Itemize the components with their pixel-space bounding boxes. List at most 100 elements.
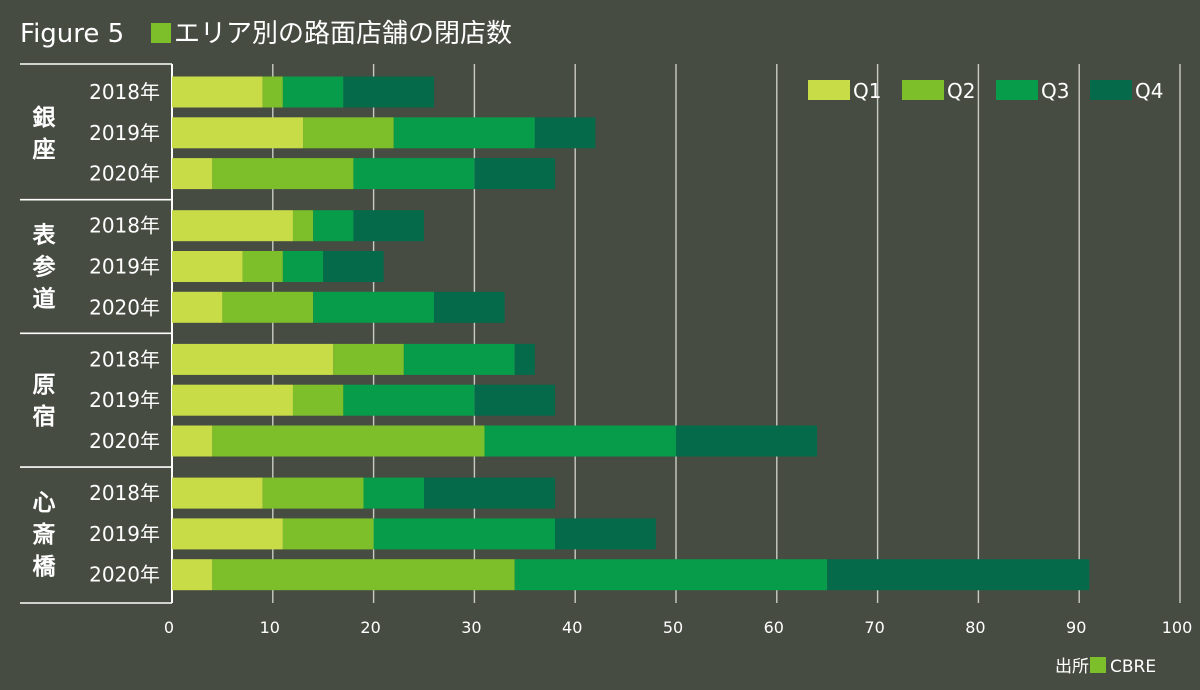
x-tick-label: 30 <box>461 618 481 637</box>
area-label-char: 参 <box>33 254 56 281</box>
year-label: 2020年 <box>89 429 160 453</box>
bar-segment <box>172 251 243 282</box>
year-label: 2018年 <box>89 80 160 104</box>
bar-segment <box>313 210 354 242</box>
legend-swatch <box>996 80 1038 100</box>
legend: Q1 Q2 Q3 Q4 <box>808 79 1163 103</box>
x-tick-label: 40 <box>562 618 582 637</box>
year-label: 2018年 <box>89 481 160 505</box>
year-label: 2018年 <box>89 214 160 238</box>
bars <box>172 76 1090 591</box>
bar-segment <box>373 518 556 550</box>
source-marker <box>1090 657 1106 673</box>
area-label-char: 宿 <box>33 403 56 430</box>
x-tick-label: 90 <box>1066 618 1086 637</box>
bar-segment <box>534 117 596 149</box>
legend-swatch <box>1090 80 1132 100</box>
area-label-char: 座 <box>33 136 56 163</box>
bar-segment <box>172 518 283 550</box>
bar-segment <box>262 76 283 108</box>
year-label: 2020年 <box>89 295 160 319</box>
bar-segment <box>172 425 213 457</box>
bar-segment <box>514 343 535 375</box>
bar-segment <box>323 251 384 282</box>
source-label: 出所 <box>1055 657 1089 677</box>
row-labels: 2018年2019年2020年銀座2018年2019年2020年表参道2018年… <box>33 80 161 587</box>
area-label-char: 表 <box>33 223 57 249</box>
bar-segment <box>282 251 324 282</box>
area-label-char: 銀 <box>33 104 56 131</box>
x-axis-ticks: 0 10 20 30 40 50 60 70 80 90 100 <box>164 618 1192 637</box>
title-marker <box>151 23 171 43</box>
bar-segment <box>343 76 435 108</box>
legend-label: Q2 <box>947 79 975 103</box>
area-label-char: 原 <box>33 372 56 398</box>
bar-segment <box>212 559 515 591</box>
bar-segment <box>343 384 475 416</box>
year-label: 2019年 <box>89 121 160 145</box>
bar-segment <box>424 477 556 509</box>
bar-segment <box>303 117 394 149</box>
legend-label: Q4 <box>1135 79 1163 103</box>
bar-segment <box>242 251 283 282</box>
bar-segment <box>172 117 304 149</box>
bar-segment <box>353 210 424 242</box>
x-tick-label: 0 <box>164 618 174 637</box>
bar-segment <box>172 343 334 375</box>
area-label-char: 橋 <box>33 554 57 580</box>
source-org: CBRE <box>1110 657 1156 677</box>
bar-segment <box>172 559 213 591</box>
year-label: 2020年 <box>89 162 160 186</box>
bar-segment <box>172 158 213 190</box>
x-tick-label: 10 <box>260 618 280 637</box>
year-label: 2019年 <box>89 388 160 412</box>
year-label: 2019年 <box>89 522 160 546</box>
bar-segment <box>172 477 263 509</box>
x-tick-label: 20 <box>360 618 380 637</box>
bar-segment <box>403 343 515 375</box>
legend-swatch <box>902 80 944 100</box>
year-label: 2018年 <box>89 347 160 371</box>
bar-segment <box>172 384 293 416</box>
x-tick-label: 100 <box>1162 618 1193 637</box>
legend-label: Q1 <box>853 79 881 103</box>
bar-segment <box>262 477 364 509</box>
bar-segment <box>514 559 828 591</box>
bar-segment <box>292 210 314 242</box>
bar-segment <box>172 210 293 242</box>
chart-subtitle: エリア別の路面店舗の閉店数 <box>174 19 512 49</box>
x-tick-label: 80 <box>965 618 985 637</box>
bar-segment <box>222 291 314 323</box>
bar-segment <box>393 117 535 149</box>
area-label-char: 斎 <box>33 521 56 548</box>
bar-segment <box>676 425 818 457</box>
bar-segment <box>827 559 1090 591</box>
bar-segment <box>282 518 374 550</box>
bar-segment <box>172 291 223 323</box>
bar-segment <box>474 158 556 190</box>
area-label-char: 道 <box>33 286 56 313</box>
bar-segment <box>172 76 263 108</box>
legend-swatch <box>808 80 850 100</box>
bar-segment <box>292 384 344 416</box>
grid-lines <box>20 63 1181 604</box>
bar-segment <box>313 291 435 323</box>
bar-segment <box>363 477 424 509</box>
bar-segment <box>434 291 505 323</box>
bar-segment <box>212 158 354 190</box>
x-tick-label: 50 <box>663 618 683 637</box>
bar-segment <box>484 425 676 457</box>
bar-segment <box>353 158 475 190</box>
year-label: 2020年 <box>89 563 160 587</box>
bar-segment <box>555 518 656 550</box>
bar-segment <box>212 425 485 457</box>
x-tick-label: 70 <box>864 618 884 637</box>
bar-segment <box>282 76 344 108</box>
bar-segment <box>474 384 556 416</box>
area-label-char: 心 <box>33 490 56 516</box>
legend-label: Q3 <box>1041 79 1069 103</box>
x-tick-label: 60 <box>764 618 784 637</box>
year-label: 2019年 <box>89 255 160 279</box>
